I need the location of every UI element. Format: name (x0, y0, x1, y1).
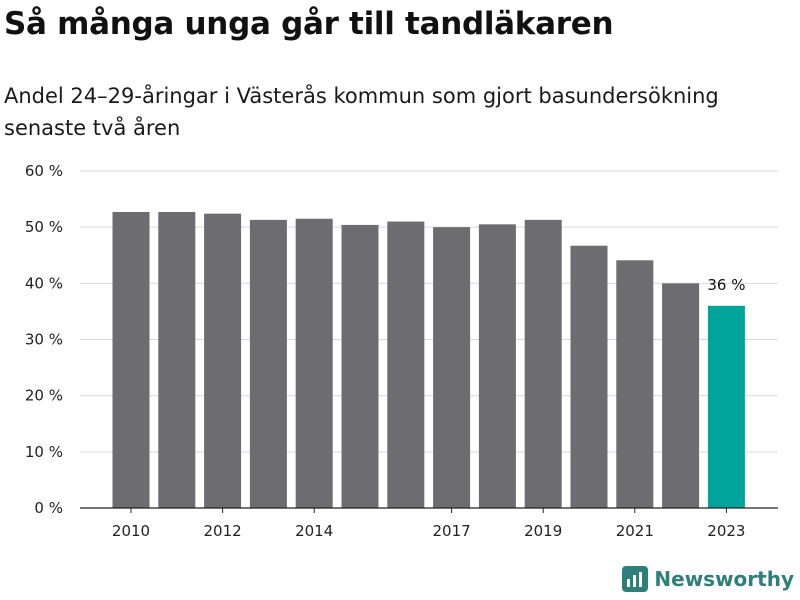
bar-2018 (478, 224, 516, 508)
y-tick-label: 0 % (34, 499, 63, 517)
bar-2014 (295, 218, 333, 508)
chart-subtitle: Andel 24–29-åringar i Västerås kommun so… (4, 84, 719, 140)
y-tick-label: 50 % (25, 218, 63, 236)
bar-2017 (433, 227, 471, 508)
axes: 0 % 10 % 20 % 30 % 40 % 50 % 60 % 36 % 2010 2012 2… (25, 162, 778, 540)
y-tick-label: 40 % (25, 274, 63, 292)
y-tick-label: 30 % (25, 331, 63, 349)
chart-title: Så många unga går till tandläkaren (4, 6, 614, 42)
x-tick-label: 2010 (112, 522, 150, 540)
bar-2019 (524, 219, 562, 509)
bar-2020 (570, 245, 608, 508)
brand-name: Newsworthy (654, 567, 794, 591)
x-tick-label: 2021 (616, 522, 654, 540)
bar-2011 (158, 212, 196, 509)
gridlines (80, 170, 778, 453)
bar-2022 (662, 283, 700, 508)
x-tick-label: 2019 (524, 522, 562, 540)
x-tick-label: 2014 (295, 522, 333, 540)
newsworthy-brand: Newsworthy (622, 566, 794, 592)
bar-2016 (387, 221, 425, 509)
x-tick-label: 2023 (707, 522, 745, 540)
y-tick-label: 20 % (25, 387, 63, 405)
newsworthy-logo-icon (622, 566, 649, 592)
bar-2012 (204, 213, 242, 509)
bar-2023 (707, 305, 745, 508)
bars (112, 212, 745, 509)
x-tick-label: 2017 (433, 522, 471, 540)
bar-2021 (616, 260, 654, 508)
x-tick-label: 2012 (204, 522, 242, 540)
bar-2010 (112, 212, 150, 509)
y-tick-label: 60 % (25, 162, 63, 180)
y-tick-label: 10 % (25, 443, 63, 461)
data-label: 36 % (707, 276, 745, 294)
bar-2013 (249, 219, 287, 509)
bar-2015 (341, 224, 379, 509)
